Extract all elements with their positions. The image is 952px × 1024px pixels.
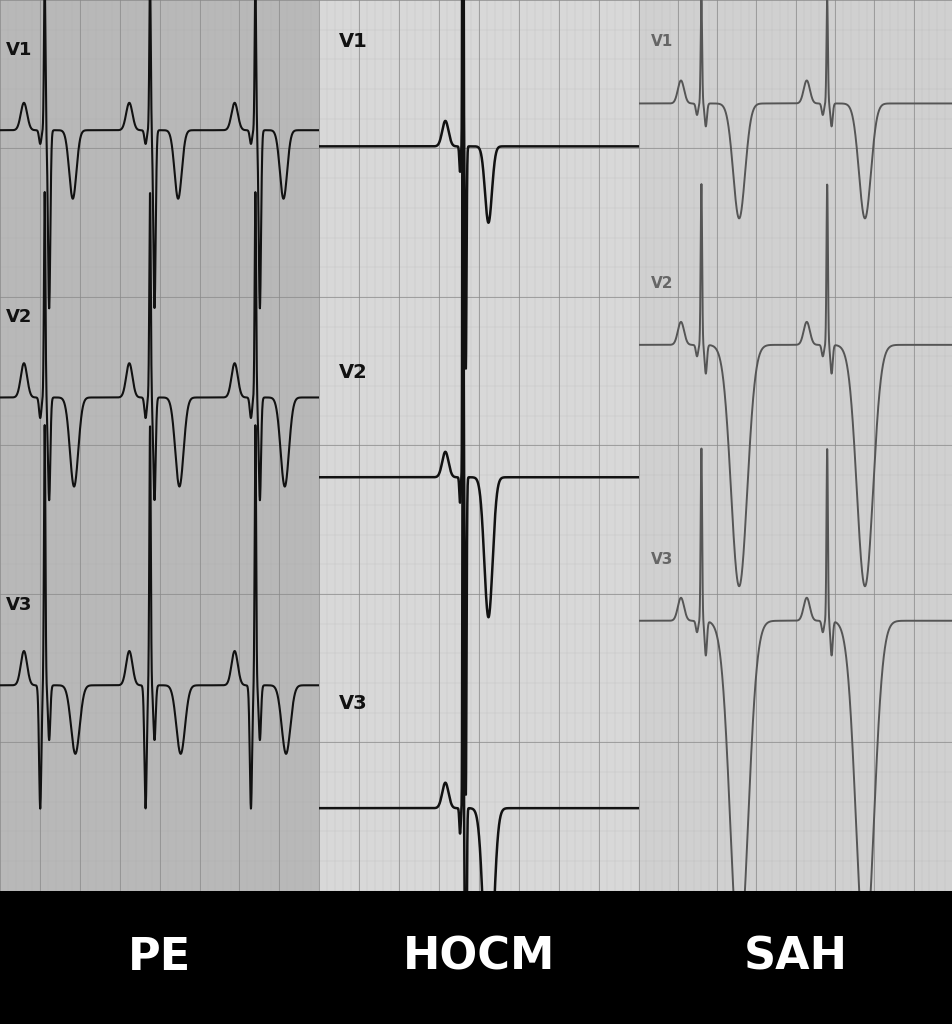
- Text: HOCM: HOCM: [403, 936, 554, 979]
- Text: V3: V3: [7, 596, 32, 614]
- Text: V1: V1: [338, 32, 367, 51]
- Text: SAH: SAH: [743, 936, 847, 979]
- Text: V3: V3: [650, 552, 673, 566]
- Text: V1: V1: [7, 41, 32, 59]
- Text: PE: PE: [128, 936, 191, 979]
- Text: V3: V3: [338, 693, 367, 713]
- Text: V2: V2: [7, 308, 32, 327]
- Text: V2: V2: [338, 362, 367, 382]
- Text: V2: V2: [650, 275, 673, 291]
- Text: V1: V1: [650, 35, 673, 49]
